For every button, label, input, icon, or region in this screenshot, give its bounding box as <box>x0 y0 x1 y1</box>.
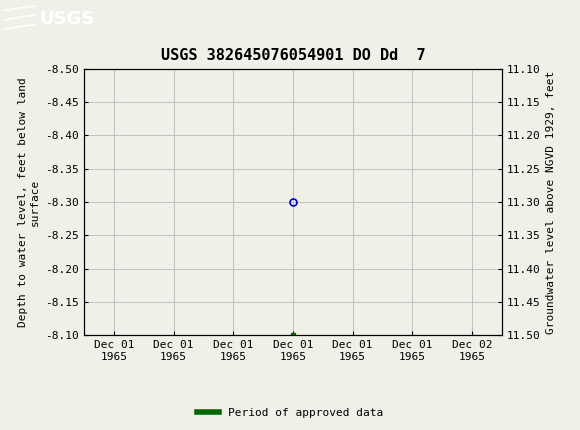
Y-axis label: Groundwater level above NGVD 1929, feet: Groundwater level above NGVD 1929, feet <box>546 71 556 334</box>
Title: USGS 382645076054901 DO Dd  7: USGS 382645076054901 DO Dd 7 <box>161 49 425 64</box>
Legend: Period of approved data: Period of approved data <box>193 403 387 422</box>
Y-axis label: Depth to water level, feet below land
surface: Depth to water level, feet below land su… <box>19 77 40 327</box>
Text: USGS: USGS <box>39 10 95 28</box>
